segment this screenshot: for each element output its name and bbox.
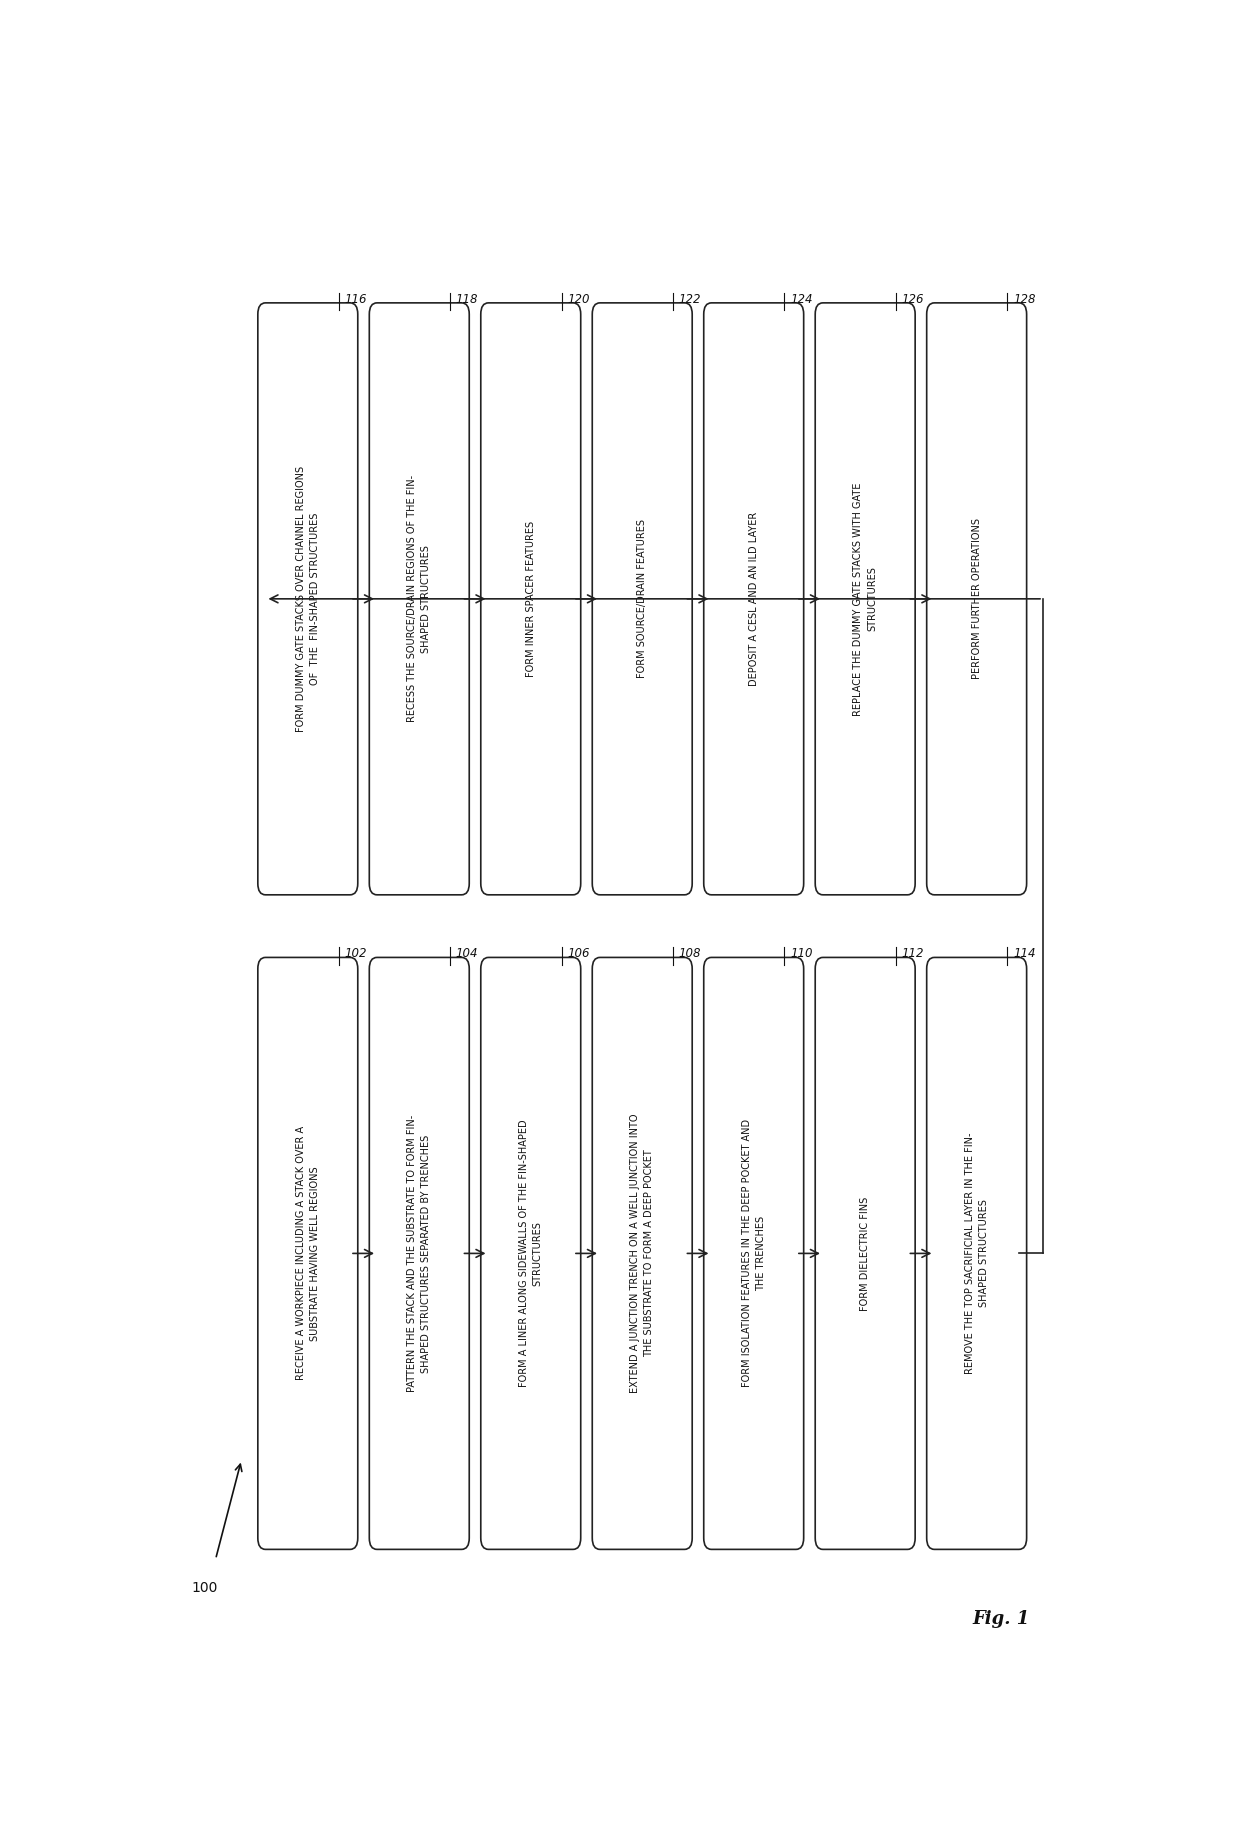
- Text: REPLACE THE DUMMY GATE STACKS WITH GATE
STRUCTURES: REPLACE THE DUMMY GATE STACKS WITH GATE …: [853, 482, 877, 715]
- Text: 112: 112: [901, 948, 924, 961]
- FancyBboxPatch shape: [704, 957, 804, 1549]
- Text: FORM DIELECTRIC FINS: FORM DIELECTRIC FINS: [861, 1196, 870, 1310]
- FancyBboxPatch shape: [704, 303, 804, 894]
- FancyBboxPatch shape: [481, 303, 580, 894]
- Text: 126: 126: [901, 292, 924, 305]
- Text: FORM ISOLATION FEATURES IN THE DEEP POCKET AND
THE TRENCHES: FORM ISOLATION FEATURES IN THE DEEP POCK…: [742, 1120, 766, 1388]
- Text: 122: 122: [678, 292, 702, 305]
- FancyBboxPatch shape: [258, 303, 358, 894]
- Text: 128: 128: [1013, 292, 1035, 305]
- Text: DEPOSIT A CESL AND AN ILD LAYER: DEPOSIT A CESL AND AN ILD LAYER: [749, 512, 759, 686]
- Text: FORM INNER SPACER FEATURES: FORM INNER SPACER FEATURES: [526, 521, 536, 676]
- Text: 102: 102: [345, 948, 367, 961]
- Text: 110: 110: [790, 948, 812, 961]
- Text: 124: 124: [790, 292, 812, 305]
- FancyBboxPatch shape: [258, 957, 358, 1549]
- Text: 118: 118: [456, 292, 479, 305]
- FancyBboxPatch shape: [370, 303, 469, 894]
- Text: RECESS THE SOURCE/DRAIN REGIONS OF THE FIN-
SHAPED STRUCTURES: RECESS THE SOURCE/DRAIN REGIONS OF THE F…: [407, 475, 432, 723]
- Text: FORM DUMMY GATE STACKS OVER CHANNEL REGIONS
OF  THE  FIN-SHAPED STRUCTURES: FORM DUMMY GATE STACKS OVER CHANNEL REGI…: [296, 466, 320, 732]
- Text: RECEIVE A WORKPIECE INCLUDING A STACK OVER A
SUBSTRATE HAVING WELL REGIONS: RECEIVE A WORKPIECE INCLUDING A STACK OV…: [296, 1125, 320, 1380]
- FancyBboxPatch shape: [815, 957, 915, 1549]
- Text: PATTERN THE STACK AND THE SUBSTRATE TO FORM FIN-
SHAPED STRUCTURES SEPARATED BY : PATTERN THE STACK AND THE SUBSTRATE TO F…: [407, 1114, 432, 1392]
- Text: 106: 106: [567, 948, 590, 961]
- FancyBboxPatch shape: [926, 303, 1027, 894]
- Text: 120: 120: [567, 292, 590, 305]
- Text: 104: 104: [456, 948, 479, 961]
- Text: EXTEND A JUNCTION TRENCH ON A WELL JUNCTION INTO
THE SUBSTRATE TO FORM A DEEP PO: EXTEND A JUNCTION TRENCH ON A WELL JUNCT…: [630, 1114, 655, 1393]
- FancyBboxPatch shape: [926, 957, 1027, 1549]
- Text: PERFORM FURTHER OPERATIONS: PERFORM FURTHER OPERATIONS: [972, 517, 982, 680]
- Text: 108: 108: [678, 948, 702, 961]
- Text: 116: 116: [345, 292, 367, 305]
- FancyBboxPatch shape: [593, 957, 692, 1549]
- FancyBboxPatch shape: [593, 303, 692, 894]
- FancyBboxPatch shape: [481, 957, 580, 1549]
- Text: Fig. 1: Fig. 1: [972, 1610, 1029, 1628]
- FancyBboxPatch shape: [815, 303, 915, 894]
- Text: 114: 114: [1013, 948, 1035, 961]
- Text: FORM SOURCE/DRAIN FEATURES: FORM SOURCE/DRAIN FEATURES: [637, 519, 647, 678]
- FancyBboxPatch shape: [370, 957, 469, 1549]
- Text: REMOVE THE TOP SACRIFICIAL LAYER IN THE FIN-
SHAPED STRUCTURES: REMOVE THE TOP SACRIFICIAL LAYER IN THE …: [965, 1133, 988, 1375]
- Text: 100: 100: [191, 1580, 218, 1595]
- Text: FORM A LINER ALONG SIDEWALLS OF THE FIN-SHAPED
STRUCTURES: FORM A LINER ALONG SIDEWALLS OF THE FIN-…: [518, 1120, 543, 1388]
